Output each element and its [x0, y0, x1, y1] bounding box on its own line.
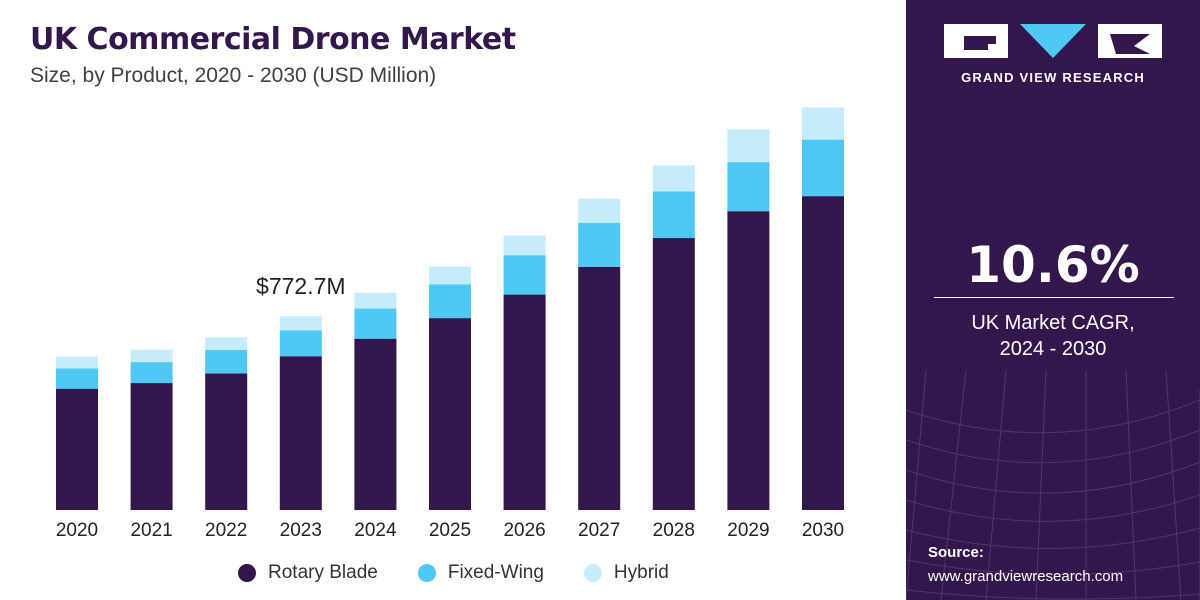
bar-fixed-wing-2020: [56, 368, 98, 389]
bar-fixed-wing-2030: [802, 139, 844, 197]
bar-hybrid-2030: [802, 107, 844, 140]
bar-rotary-blade-2020: [56, 388, 98, 510]
x-tick-label-2027: 2027: [578, 520, 620, 541]
legend-item-hybrid: Hybrid: [583, 562, 669, 584]
bar-fixed-wing-2029: [727, 162, 770, 212]
data-label-2023: $772.7M: [256, 273, 346, 299]
x-tick-label-2028: 2028: [653, 520, 695, 541]
bar-hybrid-2028: [652, 165, 695, 192]
bar-hybrid-2024: [354, 292, 397, 309]
bar-hybrid-2022: [205, 337, 248, 350]
bar-rotary-blade-2028: [652, 238, 695, 510]
brand-name: GRAND VIEW RESEARCH: [961, 70, 1145, 85]
bar-rotary-blade-2024: [354, 338, 397, 510]
legend-swatch-hybrid: [583, 564, 602, 582]
bar-rotary-blade-2027: [578, 266, 621, 510]
cagr-caption: UK Market CAGR, 2024 - 2030: [906, 310, 1200, 362]
source-label: Source:: [928, 544, 984, 561]
chart-legend: Rotary Blade Fixed-Wing Hybrid: [238, 562, 669, 584]
x-tick-label-2021: 2021: [130, 520, 172, 541]
cagr-caption-line-2: 2024 - 2030: [999, 338, 1107, 360]
legend-item-rotary-blade: Rotary Blade: [238, 562, 378, 584]
chart-panel: 2020 2021 2022 2023 2024 2025 2026 2027 2028 2029…: [30, 22, 845, 584]
bar-rotary-blade-2029: [727, 211, 770, 510]
bar-rotary-blade-2021: [130, 383, 173, 510]
bar-rotary-blade-2026: [503, 294, 546, 510]
bar-hybrid-2025: [429, 266, 471, 285]
wireframe-grid-decoration: [906, 370, 1200, 600]
legend-label-rotary-blade: Rotary Blade: [268, 562, 378, 583]
bar-hybrid-2020: [56, 356, 98, 369]
legend-swatch-rotary-blade: [238, 564, 256, 582]
bar-hybrid-2029: [727, 129, 770, 163]
x-tick-label-2029: 2029: [727, 520, 769, 541]
bar-fixed-wing-2023: [279, 330, 322, 357]
bar-fixed-wing-2022: [205, 349, 248, 374]
legend-swatch-fixed-wing: [417, 564, 436, 582]
cagr-caption-line-1: UK Market CAGR,: [971, 312, 1135, 334]
x-tick-label-2022: 2022: [205, 520, 247, 541]
bar-fixed-wing-2026: [503, 255, 546, 295]
bar-hybrid-2027: [578, 198, 621, 223]
bar-fixed-wing-2024: [354, 308, 397, 339]
summary-sidebar: GRAND VIEW RESEARCH 10.6% UK Market CAGR…: [906, 0, 1200, 600]
grand-view-research-logo: [944, 24, 1162, 58]
bar-rotary-blade-2022: [205, 373, 248, 510]
bar-hybrid-2021: [130, 349, 173, 363]
stacked-bar-chart: 2020 2021 2022 2023 2024 2025 2026 2027 2028 2029…: [56, 107, 844, 541]
x-tick-label-2020: 2020: [56, 520, 98, 541]
bar-hybrid-2023: [279, 316, 322, 331]
bar-fixed-wing-2025: [429, 284, 471, 319]
x-tick-label-2026: 2026: [503, 520, 545, 541]
legend-item-fixed-wing: Fixed-Wing: [417, 562, 544, 584]
source-url[interactable]: www.grandviewresearch.com: [928, 568, 1124, 585]
bar-hybrid-2026: [503, 235, 546, 256]
chart-subtitle: Size, by Product, 2020 - 2030 (USD Milli…: [30, 64, 437, 87]
x-tick-label-2023: 2023: [280, 520, 322, 541]
bar-fixed-wing-2028: [652, 191, 695, 239]
cagr-divider: [934, 297, 1174, 298]
x-tick-label-2025: 2025: [429, 520, 471, 541]
bar-fixed-wing-2027: [578, 222, 621, 267]
legend-label-hybrid: Hybrid: [613, 562, 669, 583]
bar-rotary-blade-2030: [802, 196, 844, 510]
page-title: UK Commercial Drone Market: [30, 22, 516, 57]
legend-label-fixed-wing: Fixed-Wing: [447, 562, 544, 583]
x-tick-label-2024: 2024: [354, 520, 397, 541]
bar-rotary-blade-2025: [429, 318, 471, 510]
x-tick-label-2030: 2030: [802, 520, 844, 541]
cagr-value: 10.6%: [966, 236, 1140, 294]
bar-rotary-blade-2023: [279, 356, 322, 510]
bar-fixed-wing-2021: [130, 362, 173, 383]
